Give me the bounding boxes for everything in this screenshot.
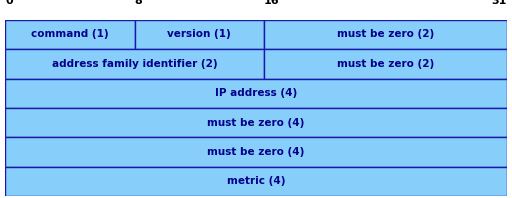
Text: 16: 16 — [264, 0, 280, 6]
Bar — [264, 49, 507, 79]
Text: 0: 0 — [5, 0, 13, 6]
Text: IP address (4): IP address (4) — [215, 88, 297, 98]
Text: 31: 31 — [492, 0, 507, 6]
Text: 8: 8 — [135, 0, 142, 6]
Text: command (1): command (1) — [31, 30, 109, 39]
Text: must be zero (2): must be zero (2) — [337, 59, 434, 69]
Text: address family identifier (2): address family identifier (2) — [52, 59, 218, 69]
Bar — [5, 137, 507, 167]
Bar — [5, 167, 507, 196]
Text: must be zero (4): must be zero (4) — [207, 118, 305, 128]
Bar — [135, 20, 264, 49]
Bar — [5, 108, 507, 137]
Text: must be zero (2): must be zero (2) — [337, 30, 434, 39]
Text: version (1): version (1) — [167, 30, 231, 39]
Bar — [5, 20, 135, 49]
Text: metric (4): metric (4) — [227, 176, 285, 186]
Bar — [5, 79, 507, 108]
Bar — [5, 49, 264, 79]
Bar — [264, 20, 507, 49]
Text: must be zero (4): must be zero (4) — [207, 147, 305, 157]
